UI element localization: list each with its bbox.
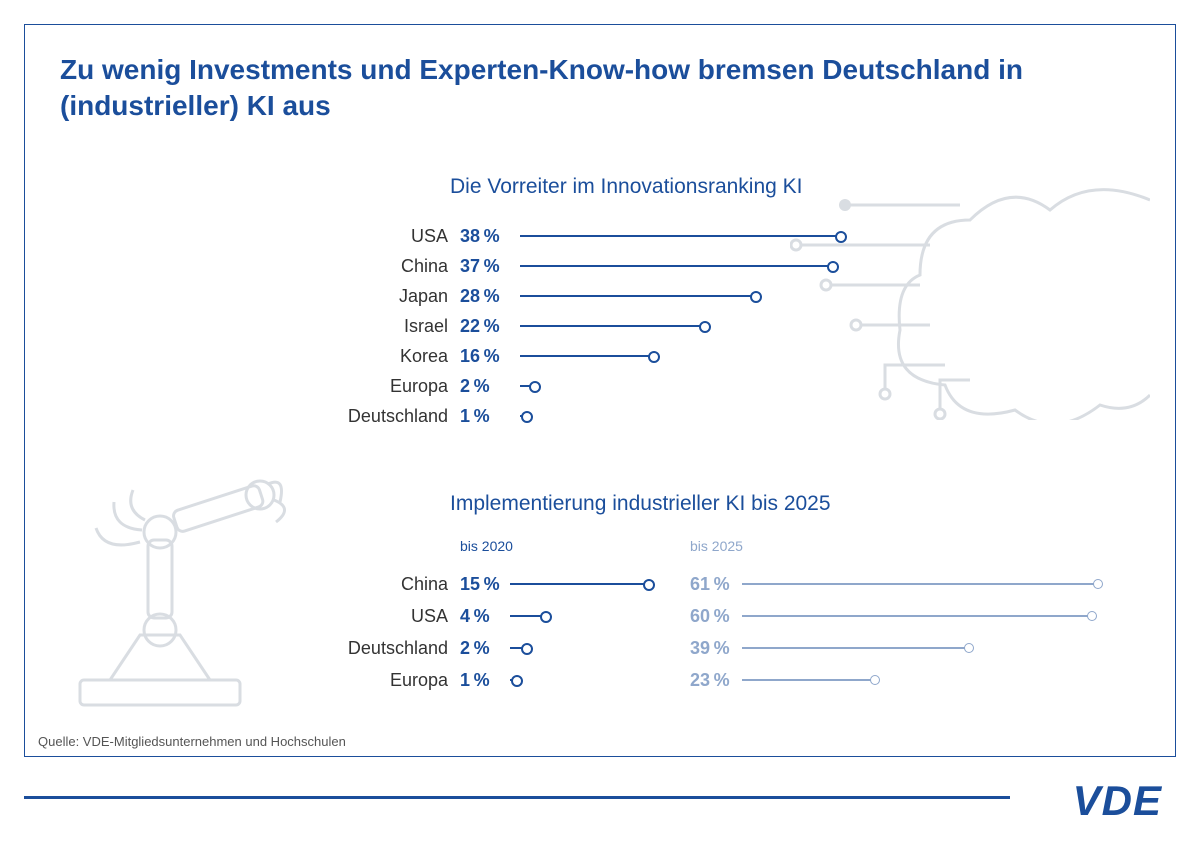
chart1-bar — [520, 325, 707, 327]
chart1-value: 2 % — [460, 376, 520, 397]
chart2-country-label: USA — [300, 606, 460, 627]
chart1-value: 22 % — [460, 316, 520, 337]
page-title: Zu wenig Investments und Experten-Know-h… — [60, 52, 1140, 125]
chart1-bar — [520, 355, 656, 357]
chart1-row: Europa2 % — [300, 371, 1100, 401]
chart1-value: 1 % — [460, 406, 520, 427]
chart1-bar — [520, 265, 835, 267]
chart2-bar-2025 — [742, 615, 1093, 617]
vde-logo: VDE — [1073, 777, 1162, 825]
chart1-country-label: Israel — [300, 316, 460, 337]
chart1-country-label: USA — [300, 226, 460, 247]
chart2-country-label: China — [300, 574, 460, 595]
chart2-row: USA4 % 60 % — [300, 600, 1140, 632]
chart1-bar — [520, 385, 537, 387]
chart2-value-2020: 15 % — [460, 574, 510, 595]
chart1-row: Japan28 % — [300, 281, 1100, 311]
chart1-value: 38 % — [460, 226, 520, 247]
chart2-title: Implementierung industrieller KI bis 202… — [450, 492, 1140, 516]
header-2025: bis 2025 — [690, 538, 743, 554]
chart1-row: Israel22 % — [300, 311, 1100, 341]
chart2-row: Europa1 % 23 % — [300, 664, 1140, 696]
chart1-country-label: Europa — [300, 376, 460, 397]
chart2-bar-2025 — [742, 583, 1099, 585]
chart1-country-label: Korea — [300, 346, 460, 367]
chart2-row: China15 % 61 % — [300, 568, 1140, 600]
chart1-row: Korea16 % — [300, 341, 1100, 371]
chart2-bar-2020 — [510, 615, 548, 617]
chart2-value-2020: 4 % — [460, 606, 510, 627]
chart1-value: 37 % — [460, 256, 520, 277]
header-2020: bis 2020 — [460, 538, 690, 554]
chart1-row: Deutschland1 % — [300, 401, 1100, 431]
chart2-bar-2020 — [510, 679, 519, 681]
implementation-chart: Implementierung industrieller KI bis 202… — [300, 492, 1140, 696]
chart1-value: 28 % — [460, 286, 520, 307]
chart2-value-2025: 60 % — [690, 606, 742, 627]
chart2-bar-2025 — [742, 647, 970, 649]
chart2-bar-2020 — [510, 647, 529, 649]
source-text: Quelle: VDE-Mitgliedsunternehmen und Hoc… — [38, 734, 346, 749]
chart2-value-2020: 1 % — [460, 670, 510, 691]
chart1-title: Die Vorreiter im Innovationsranking KI — [450, 175, 1100, 199]
chart2-column-headers: bis 2020 bis 2025 — [460, 538, 1140, 554]
chart1-value: 16 % — [460, 346, 520, 367]
chart1-country-label: China — [300, 256, 460, 277]
innovation-ranking-chart: Die Vorreiter im Innovationsranking KI U… — [300, 175, 1100, 431]
chart2-bar-2020 — [510, 583, 651, 585]
chart2-country-label: Europa — [300, 670, 460, 691]
chart2-row: Deutschland2 % 39 % — [300, 632, 1140, 664]
chart2-value-2025: 61 % — [690, 574, 742, 595]
chart1-row: China37 % — [300, 251, 1100, 281]
chart2-country-label: Deutschland — [300, 638, 460, 659]
chart1-country-label: Deutschland — [300, 406, 460, 427]
chart1-bar — [520, 235, 843, 237]
chart2-bar-2025 — [742, 679, 876, 681]
chart2-value-2025: 23 % — [690, 670, 742, 691]
footer-rule — [24, 796, 1010, 799]
chart1-bar — [520, 415, 529, 417]
chart1-country-label: Japan — [300, 286, 460, 307]
chart1-bar — [520, 295, 758, 297]
chart2-value-2025: 39 % — [690, 638, 742, 659]
chart2-value-2020: 2 % — [460, 638, 510, 659]
chart1-row: USA38 % — [300, 221, 1100, 251]
